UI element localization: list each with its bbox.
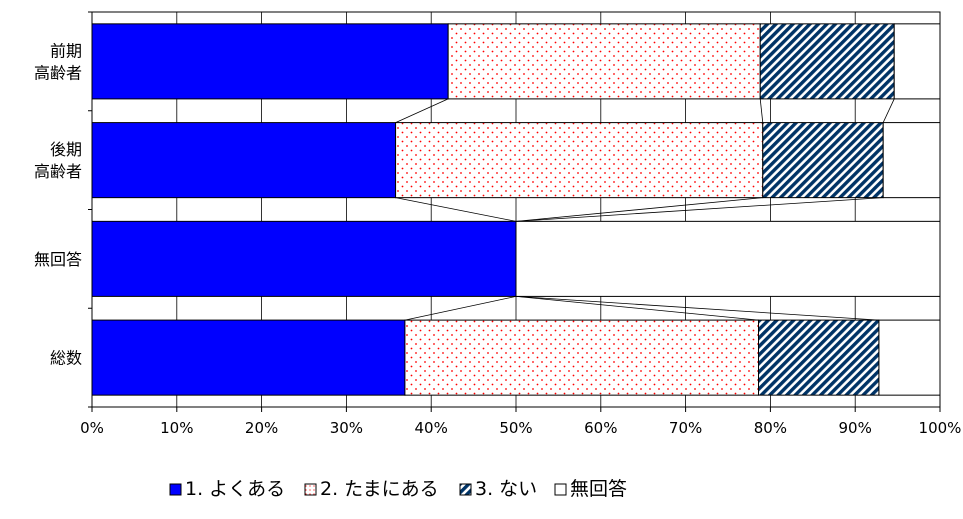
x-tick-label: 0%	[80, 419, 104, 437]
category-label: 前期	[50, 41, 82, 60]
legend-label: 1. よくある	[185, 478, 285, 500]
plot-area: 0% 10% 20% 30% 40% 50% 60% 70% 80% 90% 100%前期高齢者後期…	[34, 11, 962, 437]
series-line	[395, 98, 449, 123]
series-line	[882, 98, 895, 123]
x-tick-label: 100%	[919, 419, 962, 437]
x-tick-label: 60%	[584, 419, 617, 437]
x-tick-label: 30%	[330, 419, 363, 437]
bar-segment	[91, 220, 517, 297]
bar-segment	[762, 122, 884, 199]
bar-segment	[893, 23, 941, 100]
series-line	[515, 296, 759, 321]
bar-segment	[758, 319, 880, 396]
x-tick-label: 90%	[839, 419, 872, 437]
bar-segment	[395, 122, 764, 199]
legend-label: 2. たまにある	[320, 478, 439, 500]
legend: 1. よくある 2. たまにある 3. ない 無回答	[169, 478, 627, 500]
x-tick-label: 80%	[754, 419, 787, 437]
bar-segment	[515, 220, 941, 297]
bar-segment	[91, 122, 397, 199]
series-line	[515, 296, 879, 321]
x-tick-label: 40%	[415, 419, 448, 437]
legend-swatch	[554, 483, 567, 496]
series-line	[515, 197, 884, 222]
x-tick-label: 50%	[499, 419, 532, 437]
legend-swatch	[459, 483, 472, 496]
legend-label: 3. ない	[475, 478, 537, 500]
legend-label: 無回答	[570, 478, 627, 500]
bar-segment	[882, 122, 941, 199]
series-line	[759, 98, 764, 123]
series-line	[515, 197, 763, 222]
x-tick-label: 20%	[245, 419, 278, 437]
bar-segment	[91, 319, 406, 396]
category-label: 後期	[50, 140, 82, 159]
legend-swatch	[304, 483, 317, 496]
series-line	[404, 296, 517, 321]
legend-swatch	[169, 483, 182, 496]
bar-segment	[447, 23, 761, 100]
series-line	[395, 197, 517, 222]
category-label: 高齢者	[34, 63, 82, 82]
x-tick-label: 70%	[669, 419, 702, 437]
bar-segment	[91, 23, 449, 100]
bar-segment	[759, 23, 895, 100]
category-label: 無回答	[34, 250, 82, 269]
x-tick-label: 10%	[160, 419, 193, 437]
category-label: 総数	[50, 349, 82, 368]
bar-segment	[878, 319, 941, 396]
bar-segment	[404, 319, 760, 396]
category-label: 高齢者	[34, 162, 82, 181]
